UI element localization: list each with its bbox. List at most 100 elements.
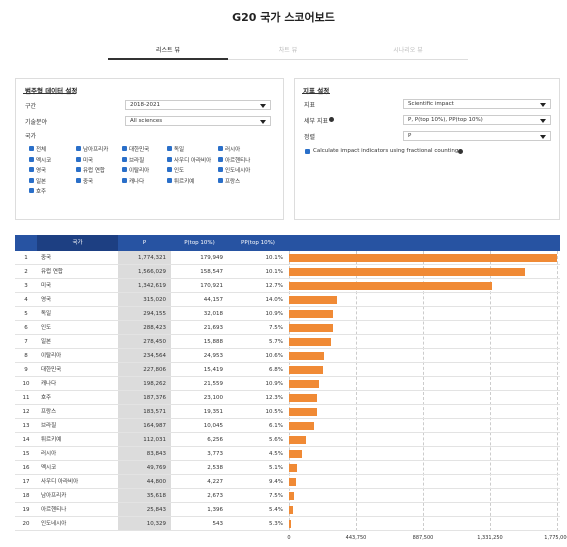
checkbox[interactable] xyxy=(76,156,81,162)
row-line xyxy=(288,334,560,335)
checkbox[interactable] xyxy=(76,167,81,172)
checkbox-label: 튀르키예 xyxy=(174,178,195,185)
checkbox[interactable] xyxy=(122,167,127,172)
bar xyxy=(289,478,296,486)
rank-cell: 1 xyxy=(15,251,37,265)
checkbox[interactable] xyxy=(218,167,223,172)
rank-cell: 4 xyxy=(15,293,37,307)
pp-cell: 10.9% xyxy=(228,307,288,321)
checkbox-label: 브라질 xyxy=(129,157,145,164)
country-cell: 인도 xyxy=(37,321,118,335)
tab[interactable]: 차트 뷰 xyxy=(278,47,298,54)
checkbox[interactable] xyxy=(122,146,127,151)
checkbox[interactable] xyxy=(167,177,172,183)
field-label: 정렬 xyxy=(304,134,316,141)
country-cell: 튀르키예 xyxy=(37,433,118,447)
checkbox[interactable] xyxy=(218,156,223,162)
pp-cell: 10.1% xyxy=(228,251,288,265)
p-cell: 198,262 xyxy=(118,377,171,391)
tab-rule xyxy=(228,59,468,60)
checkbox-label: 일본 xyxy=(36,178,47,185)
panel-title: 지표 설정 xyxy=(303,87,330,95)
dropdown[interactable]: 2018-2021 xyxy=(125,100,271,110)
checkbox[interactable] xyxy=(167,167,172,172)
header-cell xyxy=(15,235,37,251)
grid-line xyxy=(423,251,424,531)
rank-cell: 6 xyxy=(15,321,37,335)
field-label: 구간 xyxy=(25,103,37,110)
checkbox[interactable] xyxy=(29,188,34,193)
checkbox[interactable] xyxy=(29,167,34,172)
pp-cell: 5.3% xyxy=(228,517,288,531)
country-cell: 캐나다 xyxy=(37,377,118,391)
checkbox[interactable] xyxy=(218,146,223,151)
ptop-cell: 19,351 xyxy=(171,405,228,419)
checkbox[interactable] xyxy=(76,146,81,151)
row-line xyxy=(288,530,560,531)
dropdown[interactable]: Scientific impact xyxy=(403,99,551,109)
p-cell: 294,155 xyxy=(118,307,171,321)
dropdown[interactable]: All sciences xyxy=(125,116,271,126)
ptop-cell: 158,547 xyxy=(171,265,228,279)
field-label: 지표 xyxy=(304,102,316,109)
info-icon[interactable] xyxy=(329,117,334,122)
rank-cell: 8 xyxy=(15,349,37,363)
bar xyxy=(289,394,318,402)
dropdown[interactable]: P, P(top 10%), PP(top 10%) xyxy=(403,115,551,125)
tab[interactable]: 시나리오 뷰 xyxy=(393,47,423,54)
country-cell: 이탈리아 xyxy=(37,349,118,363)
dropdown[interactable]: P xyxy=(403,131,551,141)
row-line xyxy=(288,404,560,405)
title-underline xyxy=(23,93,76,94)
country-cell: 미국 xyxy=(37,279,118,293)
info-icon[interactable] xyxy=(458,149,463,154)
tab[interactable]: 리스트 뷰 xyxy=(156,47,180,54)
page-title: G20 국가 스코어보드 xyxy=(232,11,335,24)
p-cell: 187,376 xyxy=(118,391,171,405)
bar xyxy=(289,506,293,514)
pp-cell: 5.6% xyxy=(228,433,288,447)
rank-cell: 11 xyxy=(15,391,37,405)
ptop-cell: 2,673 xyxy=(171,489,228,503)
checkbox[interactable] xyxy=(122,156,127,162)
panel-title: 범주형 데이터 설정 xyxy=(25,87,78,95)
pp-cell: 10.1% xyxy=(228,265,288,279)
checkbox[interactable] xyxy=(167,146,172,151)
row-line xyxy=(288,488,560,489)
header-cell: P xyxy=(118,235,171,251)
bar xyxy=(289,310,334,318)
ptop-cell: 179,949 xyxy=(171,251,228,265)
ptop-cell: 21,559 xyxy=(171,377,228,391)
ptop-cell: 24,953 xyxy=(171,349,228,363)
x-tick-label: 0 xyxy=(287,535,291,541)
ptop-cell: 44,157 xyxy=(171,293,228,307)
rank-cell: 15 xyxy=(15,447,37,461)
row-line xyxy=(288,474,560,475)
x-tick-label: 443,750 xyxy=(345,535,367,541)
rank-cell: 17 xyxy=(15,475,37,489)
checkbox[interactable] xyxy=(29,177,34,183)
tab-underline xyxy=(108,58,228,60)
checkbox[interactable] xyxy=(122,177,127,183)
rank-cell: 14 xyxy=(15,433,37,447)
grid-line xyxy=(490,251,491,531)
row-line xyxy=(288,376,560,377)
bar xyxy=(289,268,526,276)
pp-cell: 5.4% xyxy=(228,503,288,517)
checkbox-label: 멕시코 xyxy=(36,157,52,164)
checkbox[interactable] xyxy=(29,146,34,151)
rank-cell: 18 xyxy=(15,489,37,503)
checkbox[interactable] xyxy=(167,156,172,162)
pp-cell: 14.0% xyxy=(228,293,288,307)
p-cell: 49,769 xyxy=(118,461,171,475)
country-cell: 멕시코 xyxy=(37,461,118,475)
country-cell: 호주 xyxy=(37,391,118,405)
rank-cell: 20 xyxy=(15,517,37,531)
checkbox[interactable] xyxy=(29,156,34,162)
checkbox[interactable] xyxy=(305,149,310,154)
bar xyxy=(289,408,317,416)
p-cell: 1,342,619 xyxy=(118,279,171,293)
checkbox[interactable] xyxy=(218,177,223,183)
country-cell: 남아프리카 xyxy=(37,489,118,503)
checkbox[interactable] xyxy=(76,177,81,183)
